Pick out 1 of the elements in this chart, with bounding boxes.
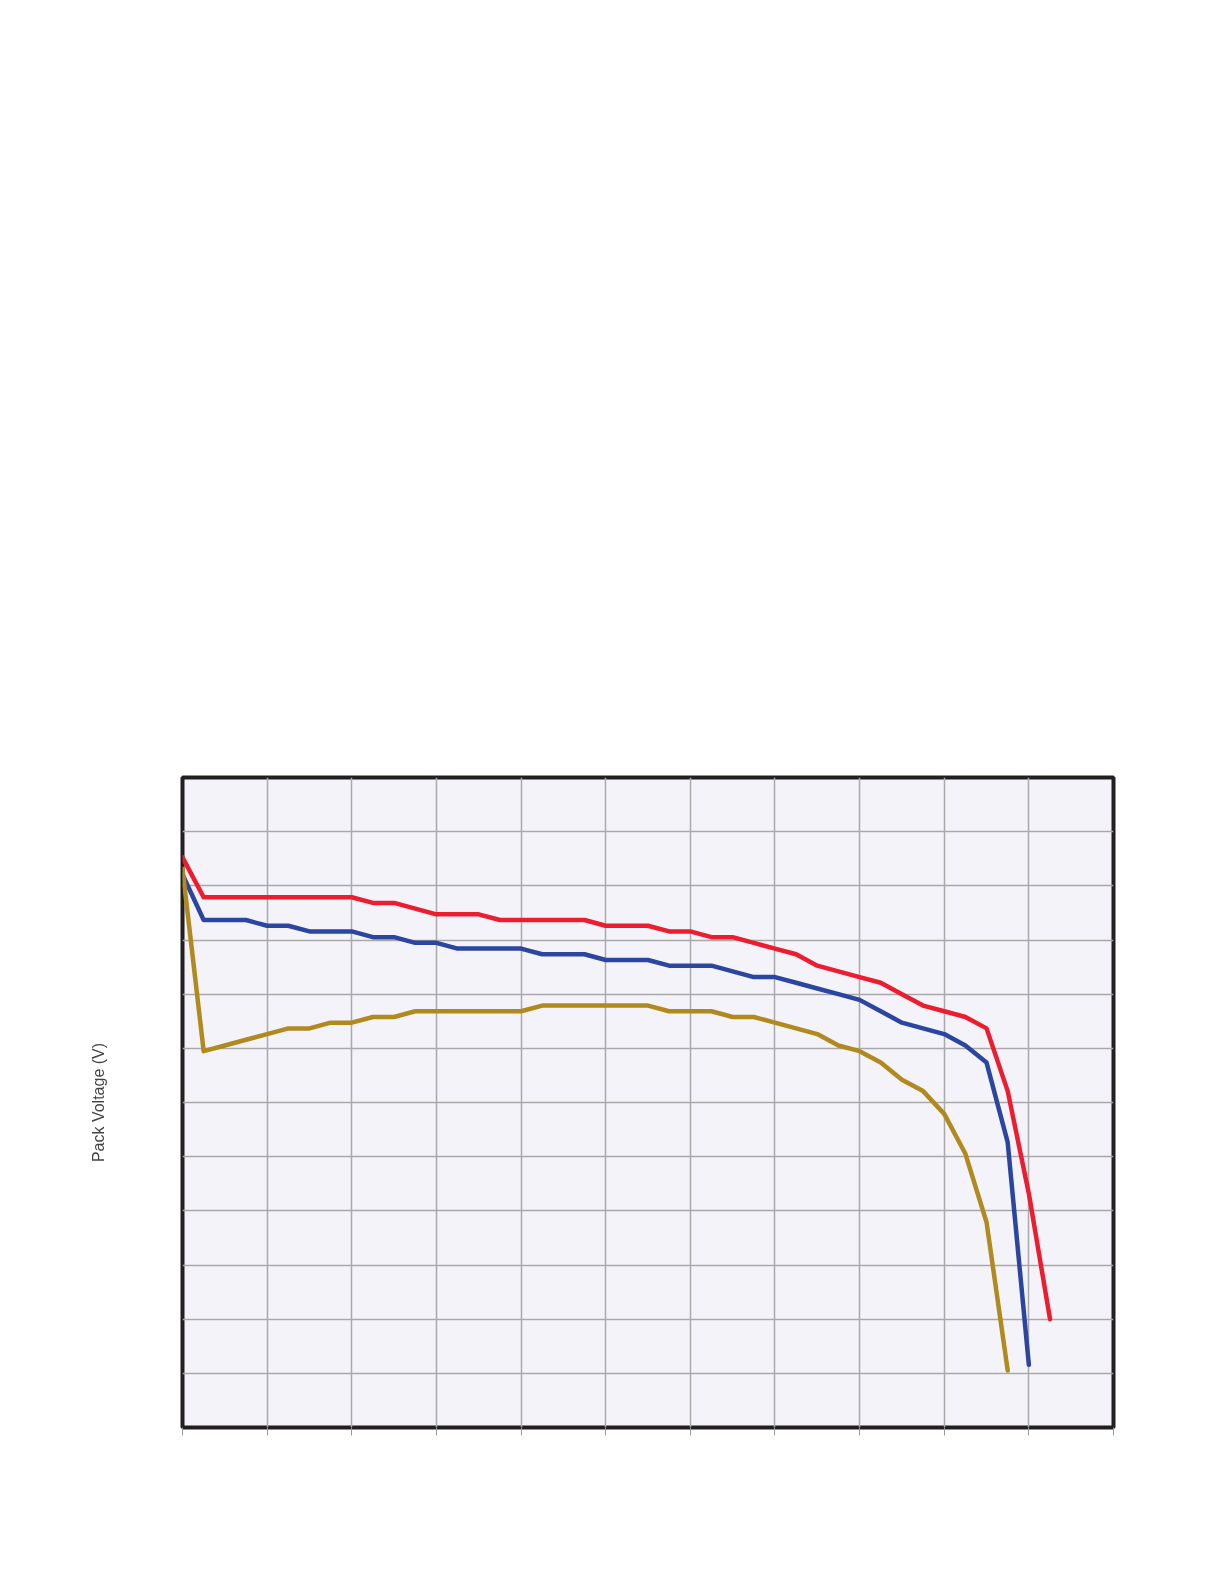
y-axis-title: Pack Voltage (V) [89, 1042, 107, 1163]
